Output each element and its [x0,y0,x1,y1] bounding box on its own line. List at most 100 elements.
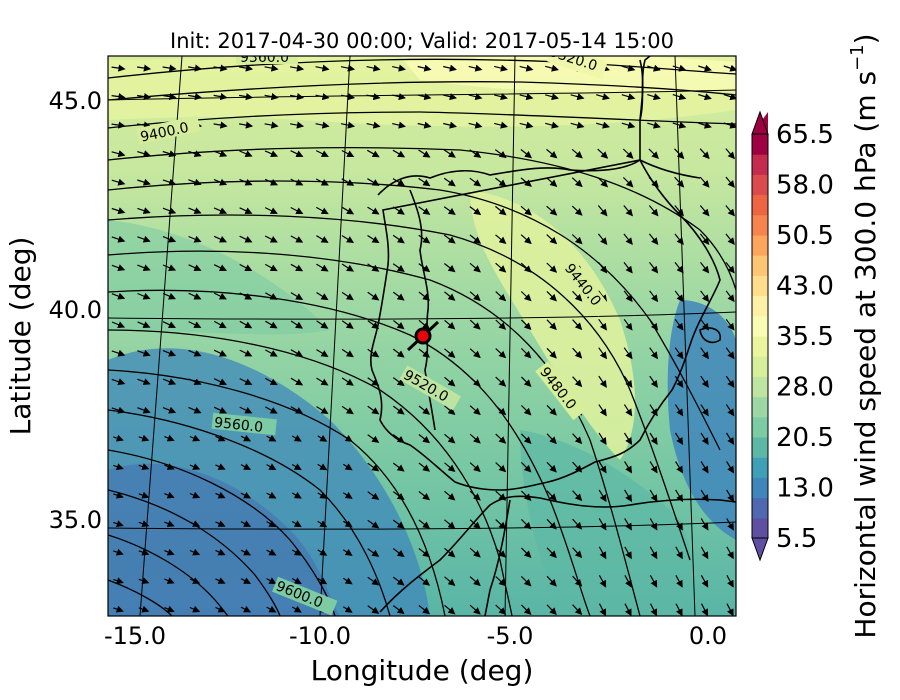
wind-arrow [598,518,607,531]
wind-arrow [469,576,481,587]
wind-arrow [725,233,735,246]
wind-arrow [162,178,177,186]
wind-arrow [726,489,735,503]
wind-arrow [341,291,354,301]
wind-arrow [317,491,328,499]
wind-arrow [137,349,151,357]
colorbar-band [752,174,768,196]
wind-arrow [520,234,532,245]
wind-arrow [520,291,532,302]
colorbar-band [752,235,768,256]
wind-arrow [444,319,456,330]
x-tick-label: 0.0 [689,622,727,650]
colorbar-ticks: 65.5 58.0 50.5 43.0 35.5 28.0 20.5 13.0 5.5 [776,120,834,554]
wind-arrow [111,235,126,243]
wind-arrow [367,206,380,215]
wind-arrow [468,121,483,129]
wind-arrow [469,519,481,530]
wind-arrow [213,378,227,385]
wind-arrow [188,321,202,328]
colorbar-tick-label: 43.0 [776,272,834,302]
wind-arrow [598,318,608,331]
colorbar-band [752,275,768,297]
colorbar-band [752,194,768,216]
colorbar-band [752,497,768,519]
wind-arrow [597,233,608,246]
wind-arrow [647,93,661,101]
wind-arrow [649,603,658,616]
wind-arrow [392,178,406,187]
wind-arrow [317,520,328,528]
wind-arrow [648,233,659,246]
wind-arrow [698,121,712,129]
wind-arrow [367,405,380,415]
wind-arrow [520,347,532,359]
wind-arrow [418,263,431,273]
wind-arrow [138,434,150,442]
wind-arrow [291,548,302,556]
wind-arrow [726,461,735,474]
wind-arrow [418,291,431,301]
wind-arrow [519,93,534,101]
wind-arrow [164,520,175,527]
wind-arrow [315,178,329,186]
wind-arrow [417,64,432,72]
wind-arrow [215,605,226,613]
wind-arrow [495,291,507,302]
wind-arrow [725,176,735,188]
wind-arrow [317,463,328,471]
wind-arrow [213,406,227,414]
wind-arrow [111,349,126,357]
wind-arrow [598,575,607,588]
wind-arrow [495,547,507,558]
colorbar-bands [752,134,768,539]
wind-arrow [138,548,150,556]
wind-arrow [342,577,353,585]
wind-arrow [240,577,252,584]
wind-arrow [546,518,557,530]
location-marker [406,320,440,352]
wind-arrow [444,405,456,415]
wind-arrow [188,349,202,357]
wind-arrow [215,491,226,499]
wind-arrow [495,490,507,501]
wind-arrow [726,603,734,616]
wind-arrow [675,603,683,616]
wind-arrow [266,577,277,584]
wind-arrow [418,491,431,501]
wind-arrow [700,347,709,360]
wind-arrow [342,463,353,471]
wind-arrow [725,375,735,388]
wind-arrow [572,461,583,473]
wind-arrow [341,348,354,358]
wind-arrow [444,576,456,586]
wind-arrow [290,292,304,301]
wind-arrow [623,233,633,246]
wind-arrow [366,121,381,129]
wind-arrow [341,405,354,415]
wind-arrow [622,148,634,159]
wind-arrow [495,319,507,330]
wind-arrow [239,207,253,214]
wind-arrow [624,489,633,503]
wind-arrow [444,604,456,615]
wind-arrow [315,121,330,129]
wind-arrow [239,292,253,300]
wind-arrow [596,121,610,129]
wind-arrow [700,404,709,417]
wind-arrow [215,434,226,442]
wind-arrow [188,178,202,186]
wind-arrow [699,205,710,217]
wind-arrow [520,518,532,530]
wind-arrow [366,93,381,101]
wind-arrow [342,520,353,528]
wind-arrow [264,178,278,186]
wind-arrow [649,461,658,474]
wind-arrow [572,518,583,530]
wind-arrow [189,491,201,499]
wind-arrow [469,262,481,273]
x-axis: -15.0 -10.0 -5.0 0.0 Longitude (deg) [104,622,727,687]
wind-arrow [113,463,124,471]
x-tick-label: -15.0 [104,622,166,650]
